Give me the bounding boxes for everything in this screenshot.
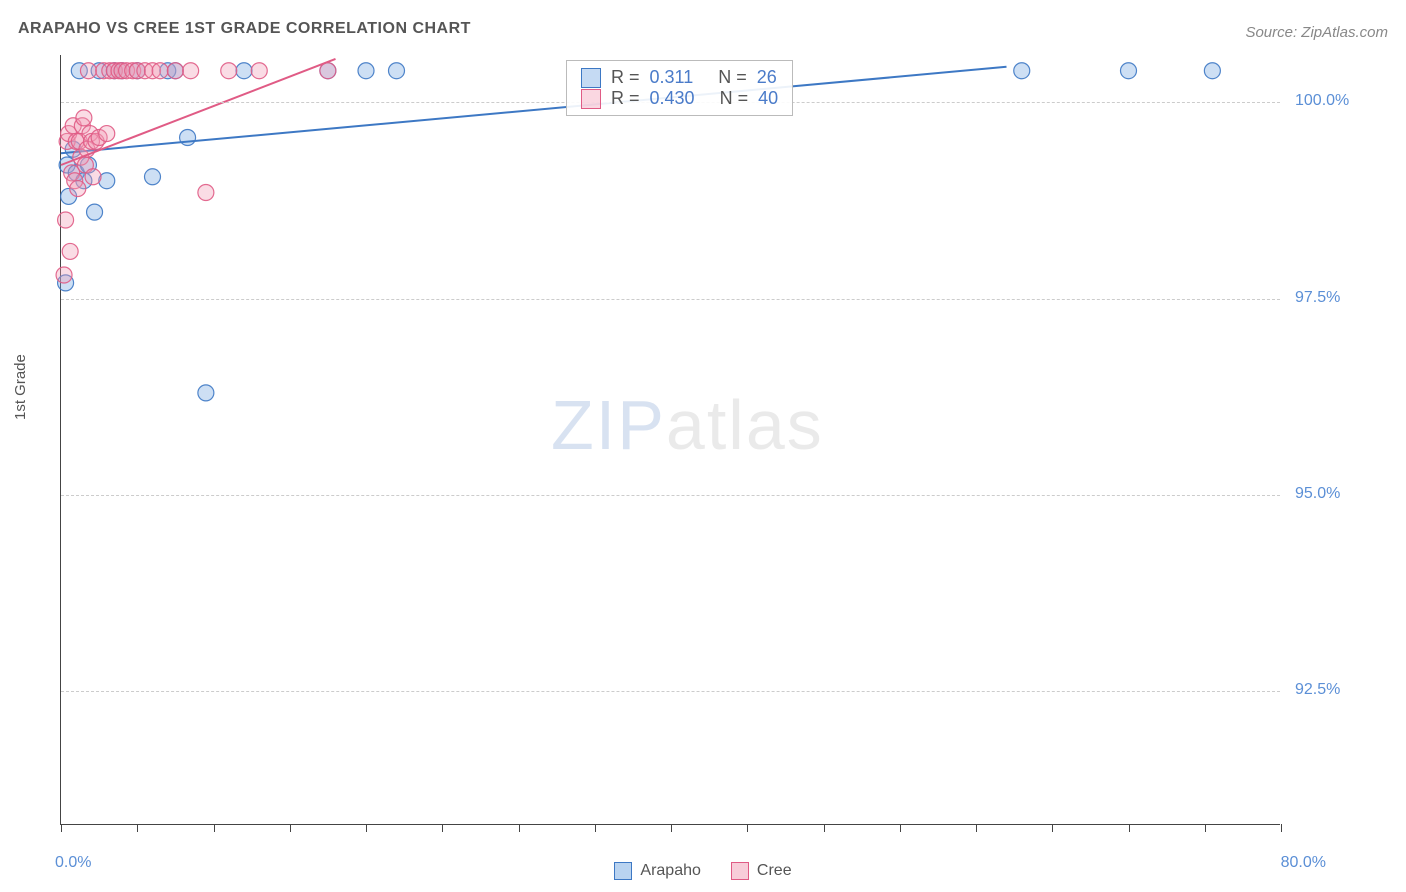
- x-tick: [595, 824, 596, 832]
- legend-item-cree: Cree: [731, 862, 792, 880]
- legend-label: Cree: [757, 862, 792, 880]
- data-point: [87, 204, 103, 220]
- n-value: 40: [758, 88, 778, 109]
- data-point: [145, 169, 161, 185]
- data-point: [1204, 63, 1220, 79]
- swatch-icon: [614, 862, 632, 880]
- swatch-icon: [731, 862, 749, 880]
- y-tick-label: 92.5%: [1295, 681, 1340, 699]
- y-tick-label: 95.0%: [1295, 485, 1340, 503]
- data-point: [198, 385, 214, 401]
- r-value: 0.430: [650, 88, 695, 109]
- data-point: [183, 63, 199, 79]
- x-tick: [976, 824, 977, 832]
- gridline: [61, 299, 1280, 300]
- data-point: [58, 212, 74, 228]
- x-tick: [1205, 824, 1206, 832]
- data-point: [389, 63, 405, 79]
- y-tick-label: 97.5%: [1295, 289, 1340, 307]
- swatch-cree: [581, 89, 601, 109]
- n-label: N =: [720, 88, 749, 109]
- x-tick: [824, 824, 825, 832]
- x-tick: [137, 824, 138, 832]
- bottom-legend: Arapaho Cree: [0, 862, 1406, 880]
- x-tick: [900, 824, 901, 832]
- data-point: [236, 63, 252, 79]
- x-tick: [214, 824, 215, 832]
- x-tick: [1052, 824, 1053, 832]
- data-point: [85, 169, 101, 185]
- data-point: [62, 243, 78, 259]
- chart-title: ARAPAHO VS CREE 1ST GRADE CORRELATION CH…: [18, 20, 471, 38]
- x-tick: [366, 824, 367, 832]
- data-point: [76, 110, 92, 126]
- data-point: [1014, 63, 1030, 79]
- stats-row-cree: R = 0.430 N = 40: [581, 88, 778, 109]
- data-point: [99, 126, 115, 142]
- r-label: R =: [611, 88, 640, 109]
- x-tick: [671, 824, 672, 832]
- data-point: [221, 63, 237, 79]
- scatter-svg: [61, 55, 1281, 825]
- legend-label: Arapaho: [640, 862, 701, 880]
- n-label: N =: [718, 67, 747, 88]
- stats-legend-box: R = 0.311 N = 26 R = 0.430 N = 40: [566, 60, 793, 116]
- gridline: [61, 691, 1280, 692]
- x-tick: [290, 824, 291, 832]
- plot-area: ZIPatlas R = 0.311 N = 26 R = 0.430 N = …: [60, 55, 1280, 825]
- n-value: 26: [757, 67, 777, 88]
- legend-item-arapaho: Arapaho: [614, 862, 701, 880]
- x-tick: [747, 824, 748, 832]
- gridline: [61, 495, 1280, 496]
- data-point: [167, 63, 183, 79]
- source-label: Source: ZipAtlas.com: [1245, 24, 1388, 41]
- x-tick: [519, 824, 520, 832]
- x-tick: [442, 824, 443, 832]
- y-tick-label: 100.0%: [1295, 92, 1349, 110]
- x-tick: [61, 824, 62, 832]
- data-point: [198, 185, 214, 201]
- r-label: R =: [611, 67, 640, 88]
- data-point: [1121, 63, 1137, 79]
- r-value: 0.311: [650, 67, 694, 88]
- swatch-arapaho: [581, 68, 601, 88]
- data-point: [80, 63, 96, 79]
- data-point: [358, 63, 374, 79]
- data-point: [251, 63, 267, 79]
- data-point: [320, 63, 336, 79]
- x-tick: [1129, 824, 1130, 832]
- data-point: [70, 181, 86, 197]
- data-point: [152, 63, 168, 79]
- data-point: [56, 267, 72, 283]
- stats-row-arapaho: R = 0.311 N = 26: [581, 67, 778, 88]
- y-axis-label: 1st Grade: [12, 354, 29, 420]
- x-tick: [1281, 824, 1282, 832]
